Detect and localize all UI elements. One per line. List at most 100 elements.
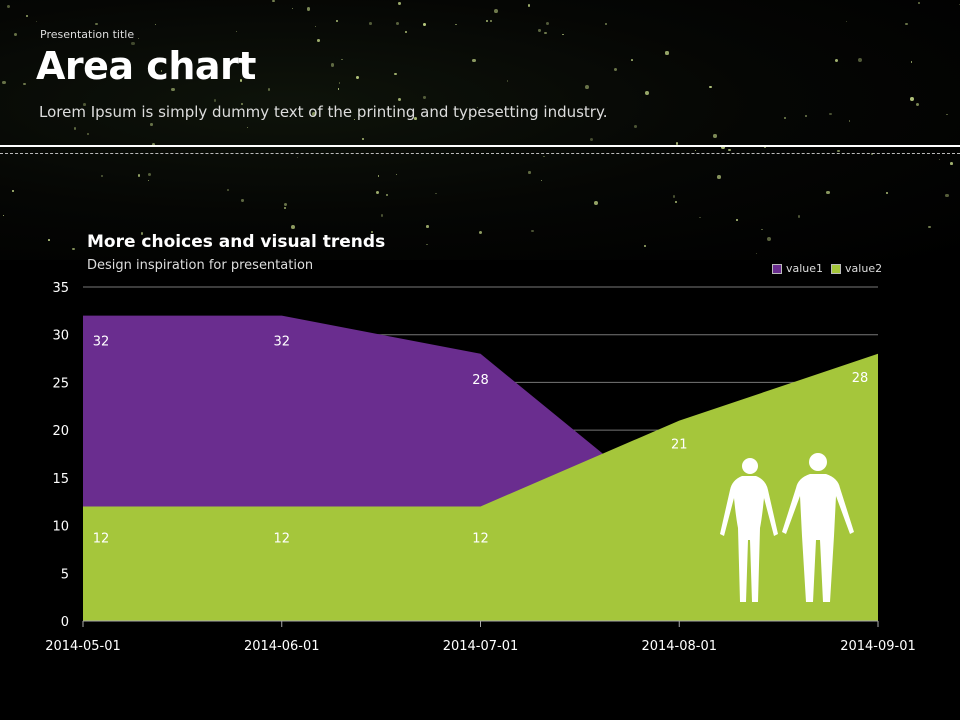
y-tick-label: 20: [52, 424, 69, 439]
y-tick-label: 25: [52, 376, 69, 391]
star-dot: [23, 82, 26, 86]
star-dot: [235, 31, 237, 33]
page-subtitle: Lorem Ipsum is simply dummy text of the …: [39, 103, 608, 121]
star-dot: [291, 225, 296, 229]
data-label-value2: 12: [93, 531, 110, 546]
star-dot: [946, 113, 948, 116]
star-dot: [239, 79, 242, 82]
star-dot: [829, 112, 832, 115]
star-dot: [720, 145, 725, 149]
star-dot: [541, 180, 543, 182]
y-tick-label: 10: [52, 520, 69, 535]
star-dot: [761, 228, 763, 230]
star-dot: [845, 21, 848, 23]
star-dot: [825, 190, 830, 195]
star-dot: [26, 15, 29, 18]
star-dot: [395, 173, 397, 175]
x-tick-label: 2014-07-01: [443, 639, 519, 654]
star-dot: [82, 102, 86, 106]
page-title: Area chart: [36, 44, 256, 88]
x-tick-label: 2014-06-01: [244, 639, 320, 654]
divider-solid: [0, 145, 960, 147]
star-dot: [584, 85, 589, 89]
star-dot: [643, 245, 647, 248]
star-dot: [140, 232, 144, 235]
star-dot: [910, 61, 913, 63]
star-dot: [380, 214, 384, 218]
star-dot: [151, 142, 155, 146]
y-tick-label: 5: [61, 567, 69, 582]
legend-item-value2: value2: [831, 262, 882, 275]
star-dot: [385, 193, 389, 197]
star-dot: [713, 134, 717, 138]
star-dot: [634, 125, 638, 129]
star-dot: [672, 195, 676, 198]
star-dot: [397, 97, 402, 102]
star-dot: [12, 190, 14, 192]
data-label-value2: 21: [671, 438, 688, 453]
star-dot: [423, 96, 426, 99]
star-dot: [797, 215, 801, 218]
star-dot: [506, 80, 509, 82]
star-dot: [645, 91, 649, 95]
star-dot: [138, 37, 140, 39]
star-dot: [885, 192, 888, 195]
star-dot: [544, 31, 548, 35]
star-dot: [435, 193, 437, 195]
star-dot: [148, 180, 150, 182]
star-dot: [311, 111, 316, 116]
star-dot: [2, 214, 5, 217]
data-label-value2: 12: [472, 531, 489, 546]
star-dot: [613, 68, 617, 72]
star-dot: [489, 19, 492, 22]
star-dot: [147, 172, 151, 176]
star-dot: [377, 174, 380, 177]
star-dot: [538, 29, 541, 32]
star-dot: [755, 252, 758, 254]
star-dot: [160, 70, 163, 72]
star-dot: [370, 231, 373, 233]
area-value2: [83, 353, 878, 621]
y-tick-label: 35: [52, 281, 69, 296]
star-dot: [631, 59, 633, 61]
star-dot: [214, 114, 217, 117]
star-dot: [837, 149, 840, 153]
y-tick-label: 30: [52, 329, 69, 344]
star-dot: [717, 175, 721, 179]
star-dot: [337, 88, 339, 90]
star-dot: [155, 24, 157, 26]
star-dot: [317, 39, 320, 42]
star-dot: [605, 23, 608, 26]
star-dot: [137, 173, 141, 177]
chart-subtitle: Design inspiration for presentation: [87, 258, 314, 273]
presentation-small-title: Presentation title: [40, 28, 135, 41]
star-dot: [272, 0, 275, 3]
x-tick-label: 2014-09-01: [840, 639, 916, 654]
star-dot: [531, 229, 534, 232]
star-dot: [694, 150, 697, 152]
star-dot: [214, 99, 217, 102]
star-dot: [728, 148, 731, 152]
star-dot: [594, 201, 599, 206]
star-dot: [246, 126, 248, 128]
star-dot: [7, 4, 11, 8]
star-dot: [589, 137, 594, 142]
star-dot: [227, 189, 229, 192]
star-dot: [338, 81, 341, 84]
divider-dashed: [0, 153, 960, 154]
star-dot: [283, 206, 287, 210]
star-dot: [362, 137, 365, 140]
data-label-value2: 28: [852, 371, 869, 386]
star-dot: [426, 225, 429, 228]
star-dot: [675, 142, 678, 145]
star-dot: [330, 63, 335, 67]
star-dot: [414, 117, 418, 121]
star-dot: [297, 156, 299, 158]
star-dot: [35, 20, 38, 23]
legend-item-value1: value1: [772, 262, 823, 275]
star-dot: [426, 243, 428, 246]
star-dot: [918, 1, 920, 4]
starfield-background: [0, 0, 960, 260]
star-dot: [394, 72, 398, 76]
